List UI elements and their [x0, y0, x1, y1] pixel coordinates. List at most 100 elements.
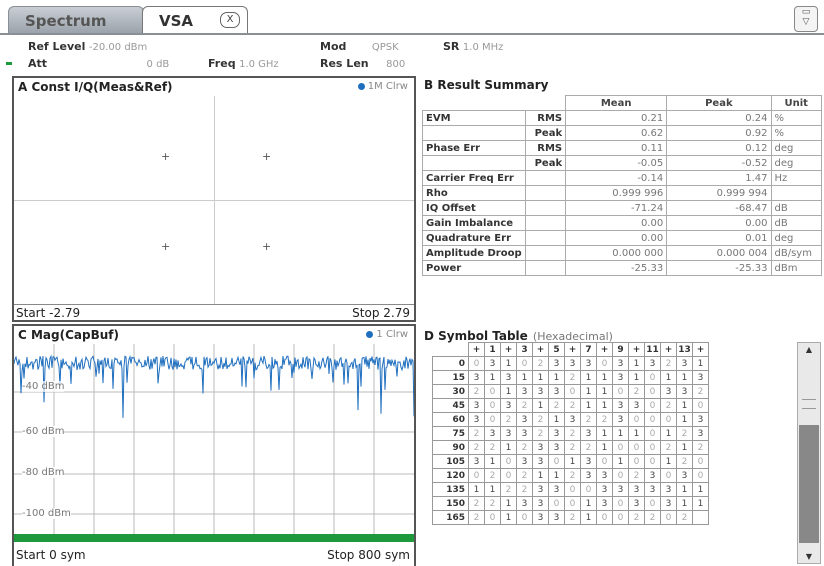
- row-header: 150: [432, 496, 469, 511]
- symbol-cell: 3: [580, 454, 597, 469]
- symbol-cell: 2: [516, 482, 533, 497]
- metric-sublabel: [524, 215, 567, 231]
- footer-divider: [14, 304, 414, 305]
- mean-value: 0.999 996: [565, 185, 668, 201]
- symbol-cell: 1: [628, 426, 645, 441]
- symbol-cell: 1: [500, 440, 517, 455]
- symbol-cell: 0: [644, 496, 661, 511]
- metric-sublabel: [524, 230, 567, 246]
- metric-label: Carrier Freq Err: [422, 170, 526, 186]
- constellation-point: +: [262, 240, 272, 253]
- magnitude-panel[interactable]: C Mag(CapBuf) 1 Clrw -40 dBm -60 dBm -80…: [12, 324, 416, 566]
- symbol-cell: 2: [580, 440, 597, 455]
- freq-value: 1.0 GHz: [239, 59, 279, 70]
- magnitude-stop: Stop 800 sym: [327, 548, 410, 562]
- symbol-cell: 0: [516, 356, 533, 371]
- res-len-label: Res Len: [320, 57, 369, 70]
- symbol-cell: 0: [564, 482, 581, 497]
- symbol-cell: 0: [596, 356, 613, 371]
- symbol-table-scrollbar[interactable]: ▲ ▼: [797, 342, 821, 564]
- symbol-cell: 0: [628, 454, 645, 469]
- row-header: 165: [432, 510, 469, 525]
- symbol-cell: 3: [596, 496, 613, 511]
- constellation-plot[interactable]: + + + +: [14, 96, 414, 304]
- symbol-table-panel[interactable]: D Symbol Table (Hexadecimal) +1 +3 +5 +7 +9 +…: [422, 324, 824, 566]
- symbol-cell: 3: [532, 482, 549, 497]
- symbol-cell: 0: [628, 412, 645, 427]
- symbol-cell: 2: [628, 510, 645, 525]
- symbol-cell: 2: [564, 468, 581, 483]
- table-row: 165 2 0 1 0 3 3 2 1 0 0 2 2 0 2: [432, 510, 709, 525]
- row-header: 90: [432, 440, 469, 455]
- mean-value: -0.14: [565, 170, 668, 186]
- capture-bar: [14, 534, 414, 542]
- table-header-blank: [433, 343, 469, 357]
- constellation-point: +: [262, 150, 272, 163]
- symbol-cell: 2: [532, 356, 549, 371]
- symbol-cell: 3: [548, 384, 565, 399]
- symbol-cell: 3: [548, 440, 565, 455]
- symbol-cell: 1: [676, 412, 693, 427]
- unit-value: dB/sym: [770, 245, 822, 261]
- result-summary-title: B Result Summary: [424, 78, 549, 92]
- symbol-cell: 1: [692, 356, 709, 371]
- unit-value: %: [770, 125, 822, 141]
- symbol-cell: 3: [612, 398, 629, 413]
- symbol-table-body: +1 +3 +5 +7 +9 +11 +13 +0 0 3 1 0 2 3 3 3 0 3 1 3 2 3 1 15 3 1 3 1 1…: [432, 342, 709, 525]
- row-header: 120: [432, 468, 469, 483]
- tab-divider: [0, 33, 824, 35]
- trace-dot-icon: [366, 330, 374, 338]
- symbol-cell: 2: [468, 440, 485, 455]
- unit-value: deg: [770, 230, 822, 246]
- symbol-cell: 3: [532, 440, 549, 455]
- scroll-down-icon[interactable]: ▼: [805, 552, 813, 561]
- column-header: +: [468, 342, 485, 357]
- symbol-cell: 1: [692, 482, 709, 497]
- symbol-cell: 1: [580, 510, 597, 525]
- trace-dot-icon: [357, 82, 365, 90]
- table-row: Rho 0.999 996 0.999 994: [422, 185, 822, 201]
- result-summary-panel[interactable]: B Result Summary Mean Peak Unit EVM RMS 0.…: [422, 76, 824, 322]
- magnitude-grid: [14, 344, 414, 542]
- att-value: 0 dB: [146, 59, 170, 70]
- row-header: 30: [432, 384, 469, 399]
- scroll-up-icon[interactable]: ▲: [805, 345, 813, 354]
- symbol-cell: 2: [628, 384, 645, 399]
- table-row: 60 3 0 2 3 2 1 3 2 2 3 0 0 0 1 3: [432, 412, 709, 427]
- symbol-cell: 3: [644, 468, 661, 483]
- symbol-cell: 3: [516, 384, 533, 399]
- symbol-cell: 3: [612, 412, 629, 427]
- symbol-cell: 1: [596, 440, 613, 455]
- scroll-grip-icon: [802, 399, 816, 409]
- symbol-cell: 3: [644, 482, 661, 497]
- symbol-cell: 3: [548, 482, 565, 497]
- symbol-cell: 3: [580, 468, 597, 483]
- symbol-cell: 3: [692, 426, 709, 441]
- symbol-cell: 1: [580, 370, 597, 385]
- symbol-cell: 1: [660, 454, 677, 469]
- magnitude-plot[interactable]: [14, 344, 414, 542]
- symbol-cell: [692, 510, 709, 525]
- symbol-cell: 1: [548, 370, 565, 385]
- window-menu-icon[interactable]: ▭ ▽: [794, 6, 818, 32]
- tab-vsa[interactable]: VSA: [142, 6, 248, 34]
- symbol-table-heading: D Symbol Table (Hexadecimal): [424, 325, 613, 344]
- constellation-legend-text: 1M Clrw: [367, 81, 408, 92]
- symbol-cell: 2: [660, 398, 677, 413]
- att-indicator: [6, 62, 12, 65]
- constellation-point: +: [161, 150, 171, 163]
- constellation-panel[interactable]: A Const I/Q(Meas&Ref) 1M Clrw + + + + St…: [12, 76, 416, 322]
- tab-spectrum[interactable]: Spectrum: [8, 6, 144, 34]
- freq-label: Freq: [208, 57, 236, 70]
- res-len-setting: Res Len 800: [320, 57, 405, 70]
- tab-vsa-label: VSA: [159, 11, 194, 30]
- symbol-cell: 1: [548, 412, 565, 427]
- scroll-thumb[interactable]: [799, 425, 819, 543]
- table-row: 30 2 0 1 3 3 3 0 1 1 0 2 0 3 3 2: [432, 384, 709, 399]
- close-tab-icon[interactable]: X: [220, 12, 240, 28]
- symbol-cell: 3: [548, 426, 565, 441]
- table-row: 90 2 2 1 2 3 3 2 2 1 0 0 0 2 1 2: [432, 440, 709, 455]
- symbol-cell: 3: [628, 398, 645, 413]
- table-row: 75 2 3 3 3 2 3 2 3 1 1 1 0 1 2 3: [432, 426, 709, 441]
- column-header: 1: [484, 342, 501, 357]
